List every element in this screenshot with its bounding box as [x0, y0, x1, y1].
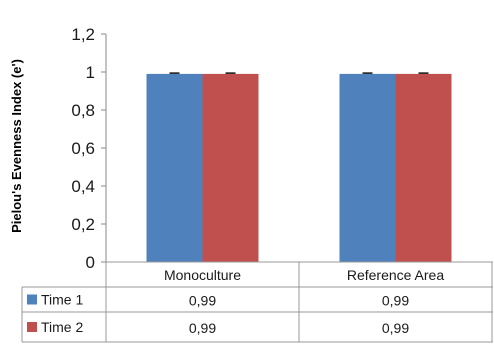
x-category-label: Monoculture — [164, 267, 241, 283]
bar — [339, 73, 396, 263]
x-category-label: Reference Area — [347, 267, 444, 283]
data-table: Monoculture Reference Area Time 1 0,99 0,99 T… — [21, 261, 493, 343]
y-tick-label: 0,6 — [71, 139, 95, 158]
legend-swatch — [27, 294, 37, 305]
y-axis-ticks: 0 0,2 0,4 0,6 0,8 1 1,2 — [71, 25, 107, 272]
y-tick-label: 1,2 — [71, 25, 95, 44]
y-axis-label-group: Pielou's Evenness Index (e') — [9, 59, 24, 233]
data-table-value: 0,99 — [382, 320, 409, 336]
legend-swatch — [27, 322, 37, 332]
legend-label: Time 1 — [41, 292, 83, 308]
y-tick-label: 1 — [86, 63, 95, 82]
y-tick-label: 0,4 — [71, 177, 95, 196]
plot-area — [146, 72, 452, 263]
y-tick-label: 0,2 — [71, 215, 95, 234]
data-table-value: 0,99 — [189, 293, 216, 309]
bar — [395, 73, 452, 263]
data-table-value: 0,99 — [382, 293, 409, 309]
y-tick-label: 0 — [86, 253, 95, 272]
y-axis-label: Pielou's Evenness Index (e') — [9, 59, 24, 233]
legend-label: Time 2 — [41, 319, 83, 335]
bar — [146, 73, 203, 263]
data-table-value: 0,99 — [189, 320, 216, 336]
bar — [202, 73, 259, 263]
y-tick-label: 0,8 — [71, 101, 95, 120]
